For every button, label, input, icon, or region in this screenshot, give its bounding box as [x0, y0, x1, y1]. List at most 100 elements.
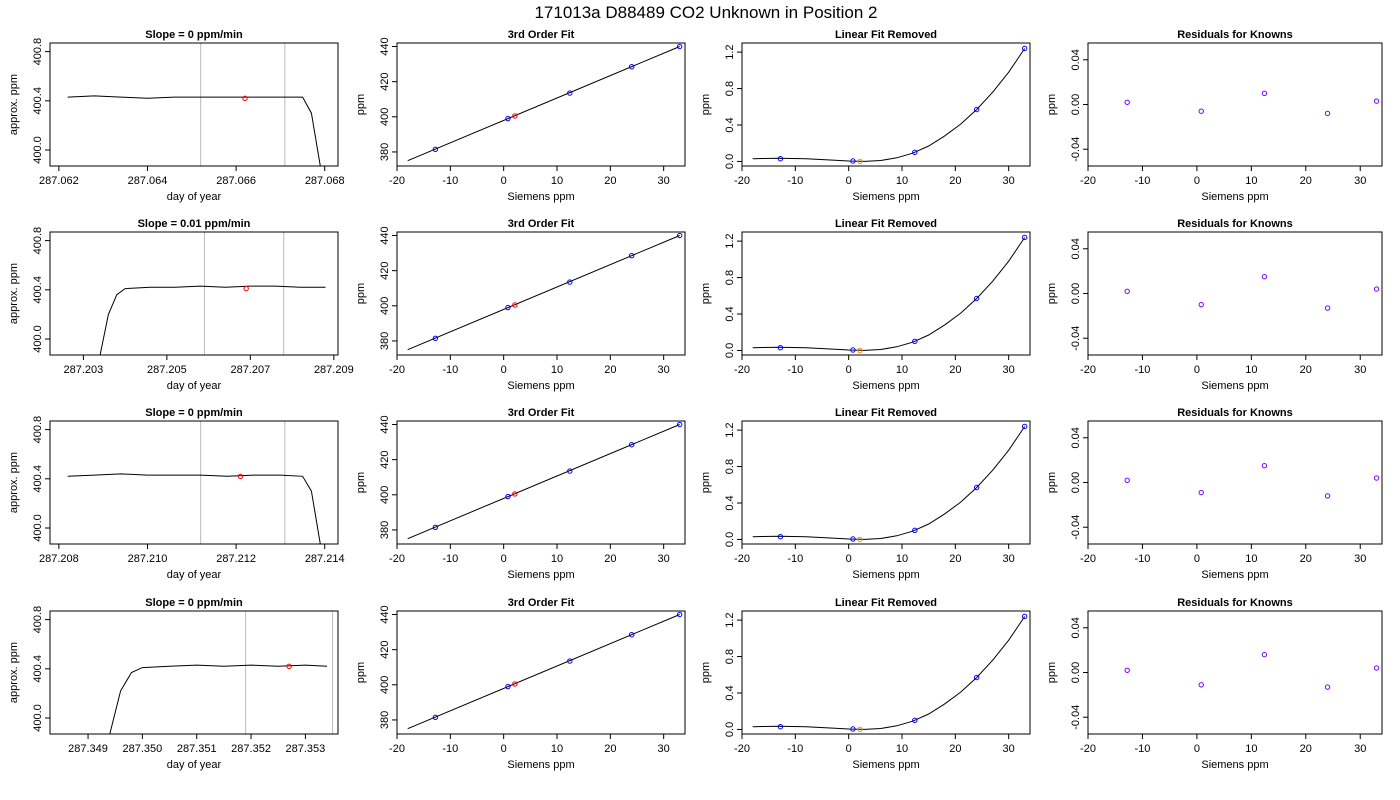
chart-title: Residuals for Knowns [1177, 29, 1293, 41]
x-tick-label: 20 [949, 364, 961, 376]
data-point [973, 484, 980, 491]
chart-title: Residuals for Knowns [1177, 407, 1293, 419]
data-point [1261, 651, 1268, 658]
x-axis-label: Siemens ppm [852, 569, 919, 581]
data-point [973, 106, 980, 113]
data-point [1124, 477, 1130, 483]
x-tick-label: -20 [389, 743, 405, 755]
data-point [567, 90, 573, 96]
y-axis-label: ppm [1046, 662, 1058, 683]
x-tick-label: 287.064 [128, 175, 168, 187]
y-tick-label: 400.8 [32, 227, 44, 255]
x-tick-label: -10 [1134, 553, 1150, 565]
x-tick-label: 287.203 [64, 364, 104, 376]
x-tick-label: 287.352 [231, 743, 271, 755]
x-axis-label: Siemens ppm [507, 191, 574, 203]
x-tick-label: -20 [1080, 743, 1096, 755]
chart-title: Linear Fit Removed [835, 218, 937, 230]
x-tick-label: 30 [1003, 743, 1015, 755]
chart-14: 3rd Order Fit -20 -10 0 10 20 30 380 400 420 440 Si… [355, 597, 686, 771]
x-tick-label: -20 [734, 364, 750, 376]
chart-title: 3rd Order Fit [508, 29, 575, 41]
x-tick-label: 287.208 [39, 553, 79, 565]
x-tick-label: -10 [787, 743, 803, 755]
y-tick-label: 0.00 [1070, 472, 1082, 493]
chart-1: Slope = 0 ppm/min 287.062 287.064 287.066 28… [8, 29, 345, 203]
y-tick-label: 1.2 [724, 422, 736, 437]
data-point [432, 714, 439, 721]
x-tick-label: 287.062 [39, 175, 79, 187]
plot-frame [741, 610, 1031, 735]
x-tick-label: 20 [1300, 364, 1312, 376]
chart-title: Slope = 0.01 ppm/min [138, 218, 251, 230]
data-point [512, 681, 518, 687]
data-point [857, 158, 863, 165]
x-tick-label: 287.212 [216, 553, 256, 565]
x-axis-label: Siemens ppm [507, 380, 574, 392]
y-tick-label: 440 [379, 37, 391, 55]
chart-2: 3rd Order Fit -20 -10 0 10 20 30 380 400 420 440 Si… [355, 29, 686, 203]
x-tick-label: 0 [846, 364, 852, 376]
x-axis-label: Siemens ppm [507, 569, 574, 581]
x-tick-label: -10 [1134, 743, 1150, 755]
data-point [432, 524, 439, 531]
x-tick-label: 30 [658, 175, 670, 187]
series-line [752, 616, 1026, 730]
data-point [432, 335, 439, 342]
x-tick-label: -10 [442, 553, 458, 565]
y-tick-label: 1.2 [724, 612, 736, 627]
x-tick-label: 287.349 [68, 743, 108, 755]
x-tick-label: 287.351 [177, 743, 217, 755]
data-point [1021, 613, 1028, 620]
x-axis-label: Siemens ppm [852, 759, 919, 771]
y-tick-label: 0.4 [724, 685, 736, 700]
chart-title: Linear Fit Removed [835, 597, 937, 609]
chart-3: Linear Fit Removed -20 -10 0 10 20 30 0.0 0.4 0.8… [700, 29, 1031, 203]
chart-title: 3rd Order Fit [508, 597, 575, 609]
y-tick-label: 0.0 [724, 343, 736, 358]
y-tick-label: -0.04 [1070, 705, 1082, 730]
plot-area [1124, 463, 1380, 499]
x-tick-label: 20 [604, 743, 616, 755]
y-tick-label: 380 [379, 332, 391, 350]
y-axis-label: ppm [355, 472, 367, 493]
chart-title: 3rd Order Fit [508, 218, 575, 230]
page-title: 171013a D88489 CO2 Unknown in Position 2 [534, 3, 877, 22]
plot-area [752, 613, 1028, 733]
x-tick-label: 30 [658, 364, 670, 376]
data-point [243, 285, 249, 292]
x-tick-label: 20 [1300, 743, 1312, 755]
series-line [752, 48, 1026, 162]
y-tick-label: 1.2 [724, 233, 736, 248]
data-point [286, 663, 292, 670]
x-tick-label: 10 [1245, 553, 1257, 565]
x-tick-label: 30 [1354, 743, 1366, 755]
plot-area [1124, 90, 1380, 117]
y-tick-label: 380 [379, 711, 391, 729]
data-point [676, 232, 683, 239]
plot-frame [49, 610, 339, 735]
y-tick-label: 400.4 [32, 655, 44, 683]
chart-title: Residuals for Knowns [1177, 218, 1293, 230]
x-tick-label: 287.350 [122, 743, 162, 755]
series-line [99, 285, 326, 355]
x-tick-label: 287.210 [128, 553, 168, 565]
y-tick-label: 0.04 [1070, 427, 1082, 448]
y-axis-label: approx. ppm [8, 263, 20, 324]
x-tick-label: 0 [501, 743, 507, 755]
x-axis-label: Siemens ppm [1201, 380, 1268, 392]
x-tick-label: 287.068 [305, 175, 345, 187]
data-point [505, 683, 511, 690]
data-point [973, 674, 980, 681]
data-point [676, 43, 683, 50]
y-tick-label: 0.8 [724, 270, 736, 285]
plot-area [752, 45, 1028, 165]
x-tick-label: -20 [389, 553, 405, 565]
data-point [1198, 108, 1204, 114]
y-axis-label: ppm [700, 662, 712, 683]
x-axis-label: day of year [167, 380, 222, 392]
series-line [407, 235, 680, 351]
y-tick-label: 1.2 [724, 44, 736, 59]
data-point [1324, 684, 1331, 690]
plot-area [752, 234, 1028, 354]
